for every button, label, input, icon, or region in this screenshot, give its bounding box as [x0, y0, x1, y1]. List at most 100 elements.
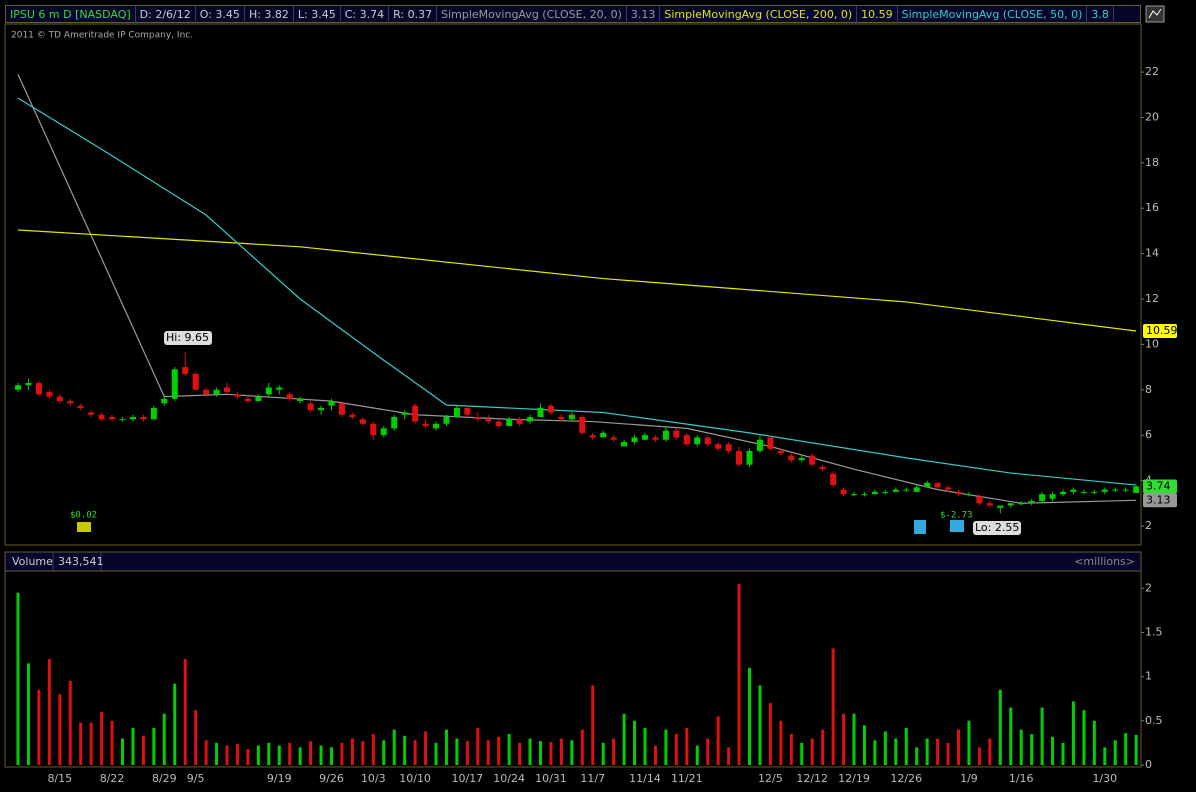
candle-body — [359, 419, 366, 424]
x-tick-label: 10/31 — [535, 772, 567, 785]
candle-body — [809, 455, 816, 465]
candle-body — [892, 489, 899, 492]
volume-bar — [319, 745, 323, 765]
candle-body — [652, 437, 659, 440]
event-icon — [914, 520, 926, 534]
volume-bar — [141, 735, 145, 765]
candle-body — [767, 437, 774, 449]
volume-bar — [894, 738, 898, 765]
candle-body — [297, 398, 304, 402]
x-tick-label: 11/14 — [629, 772, 661, 785]
candle-body — [976, 496, 983, 504]
candle-body — [56, 396, 63, 402]
candle-body — [401, 412, 408, 415]
candle-body — [349, 414, 356, 418]
candle-body — [537, 407, 544, 418]
candle-body — [568, 414, 575, 420]
candle-body — [150, 407, 157, 420]
volume-bar — [1071, 701, 1075, 765]
volume-bar — [559, 738, 563, 765]
candle-body — [715, 444, 722, 449]
volume-bar — [779, 720, 783, 765]
candle-body — [338, 403, 345, 415]
candle-body — [788, 455, 795, 461]
x-tick-label: 8/22 — [100, 772, 125, 785]
candle-body — [1070, 489, 1077, 492]
candle-body — [1039, 494, 1046, 501]
volume-bar — [633, 720, 637, 765]
volume-header — [4, 551, 1142, 572]
volume-bar — [486, 740, 490, 765]
candle-body — [736, 451, 743, 465]
study-value: 10.59 — [857, 5, 898, 23]
y-tick-label: 6 — [1145, 428, 1152, 441]
volume-bar — [225, 745, 229, 765]
candle-body — [558, 417, 565, 420]
candle-body — [997, 505, 1004, 508]
candle-body — [109, 417, 116, 420]
volume-bar — [382, 740, 386, 765]
candle-body — [777, 451, 784, 454]
candle-body — [882, 491, 889, 493]
candle-body — [924, 482, 931, 488]
candle-body — [265, 387, 272, 395]
volume-bar — [1103, 747, 1107, 765]
candle-body — [46, 392, 53, 397]
volume-bar — [967, 720, 971, 765]
candle-body — [485, 419, 492, 422]
x-tick-label: 9/19 — [267, 772, 292, 785]
volume-bar — [298, 747, 302, 765]
event-icon — [950, 520, 964, 532]
volume-bar — [465, 741, 469, 765]
x-tick-label: 9/5 — [187, 772, 205, 785]
volume-bar — [350, 738, 354, 765]
volume-unit: <millions> — [1074, 555, 1135, 568]
x-tick-label: 1/16 — [1009, 772, 1034, 785]
x-tick-label: 10/10 — [399, 772, 431, 785]
x-tick-label: 1/9 — [960, 772, 978, 785]
volume-bar — [497, 736, 501, 765]
candle-body — [1122, 489, 1129, 491]
settings-icon[interactable] — [1145, 5, 1165, 23]
y-tick-label: 18 — [1145, 156, 1159, 169]
candle-body — [516, 419, 523, 424]
candle-body — [840, 489, 847, 495]
candle-body — [704, 437, 711, 445]
candle-body — [495, 421, 502, 427]
volume-bar — [173, 683, 177, 765]
x-tick-label: 11/21 — [671, 772, 703, 785]
price-tag-bg — [1143, 324, 1177, 339]
candle-body — [370, 423, 377, 436]
volume-bar — [695, 745, 699, 765]
candle-body — [830, 473, 837, 486]
study-name: SimpleMovingAvg (CLOSE, 200, 0) — [660, 5, 858, 23]
volume-bar — [121, 738, 124, 765]
candle-body — [307, 403, 314, 411]
volume-bar — [476, 727, 480, 765]
candle-body — [527, 417, 534, 422]
volume-bar — [946, 742, 950, 765]
volume-bar — [1051, 736, 1055, 765]
candle-body — [1112, 489, 1119, 491]
volume-bar — [925, 738, 929, 765]
volume-bar — [194, 710, 198, 765]
x-tick-label: 11/7 — [580, 772, 605, 785]
volume-bar — [1124, 733, 1128, 765]
volume-bar — [455, 738, 459, 765]
candle-body — [861, 494, 868, 496]
volume-bar — [235, 743, 239, 765]
volume-bar — [852, 713, 856, 765]
quote-field: C: 3.74 — [341, 5, 390, 23]
candle-body — [725, 444, 732, 452]
study-name: SimpleMovingAvg (CLOSE, 50, 0) — [898, 5, 1088, 23]
candle-body — [600, 432, 607, 438]
volume-bar — [507, 734, 511, 765]
candle-body — [851, 494, 857, 496]
volume-bar — [1082, 710, 1086, 765]
candle-body — [1091, 491, 1098, 493]
candle-body — [119, 419, 126, 421]
volume-bar — [528, 738, 532, 765]
candle-body — [1101, 489, 1108, 492]
candle-body — [756, 439, 763, 452]
candle-body — [610, 437, 617, 440]
